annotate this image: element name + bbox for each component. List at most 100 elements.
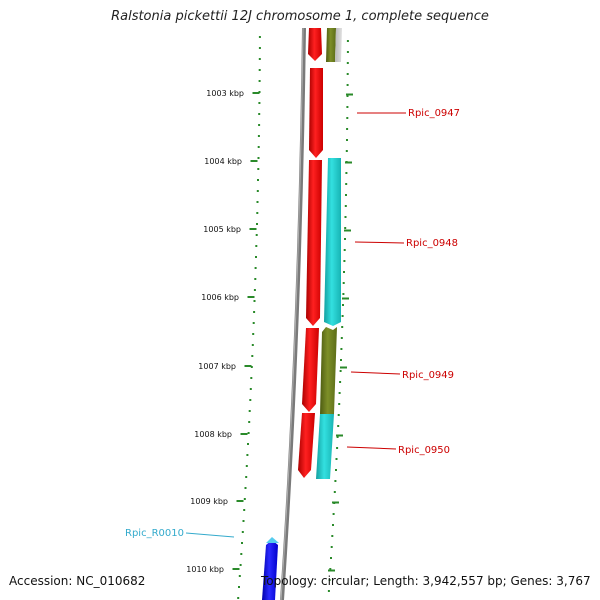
- gc-dot-left: [257, 146, 260, 148]
- gc-dot-left: [241, 531, 244, 533]
- gene-callout-line: [354, 241, 405, 244]
- gc-dot-right: [345, 150, 348, 152]
- gc-dot-right: [344, 205, 347, 207]
- gc-dot-right: [339, 370, 342, 372]
- gc-dot-right: [346, 117, 349, 119]
- gc-dot-left: [253, 300, 256, 302]
- tick-mark-left: [249, 228, 257, 230]
- gc-dot-left: [258, 36, 261, 38]
- gc-dot-left: [238, 586, 240, 588]
- gc-dot-left: [253, 289, 256, 291]
- gene-feature-red-lower: [302, 328, 319, 412]
- gc-dot-left: [252, 333, 255, 335]
- rna-feature-cap: [266, 537, 279, 543]
- tick-mark-right: [344, 229, 351, 232]
- gene-feature-rpic-0947: [309, 68, 323, 158]
- gc-dot-right: [344, 216, 347, 218]
- gc-dot-right: [332, 513, 335, 515]
- gene-label[interactable]: Rpic_0947: [408, 108, 460, 119]
- gc-dot-left: [249, 388, 252, 390]
- gc-dot-right: [338, 392, 341, 394]
- tick-mark-right: [332, 501, 339, 504]
- kbp-tick-label: 1004 kbp: [204, 157, 242, 166]
- gc-dot-left: [240, 553, 243, 555]
- gc-dot-right: [330, 557, 332, 559]
- gc-dot-right: [330, 546, 333, 548]
- rna-feature-rpic-r0010: [262, 540, 278, 600]
- gc-dot-right: [343, 249, 346, 251]
- gene-label[interactable]: Rpic_R0010: [125, 528, 184, 539]
- gc-dot-right: [331, 535, 334, 537]
- gc-dot-left: [254, 267, 257, 269]
- kbp-tick-label: 1008 kbp: [194, 430, 232, 439]
- gc-dot-right: [335, 469, 337, 471]
- gc-dot-left: [238, 575, 241, 577]
- tick-mark-left: [240, 433, 248, 435]
- gc-dot-right: [340, 359, 342, 361]
- gc-dot-right: [346, 62, 349, 64]
- gc-dot-left: [239, 564, 242, 566]
- gc-dot-right: [344, 227, 347, 229]
- gc-dot-right: [345, 183, 348, 185]
- gc-dot-left: [258, 113, 261, 115]
- gene-feature-red-mid: [306, 160, 322, 326]
- gc-dot-right: [341, 326, 344, 328]
- tick-mark-right: [328, 569, 335, 572]
- gene-feature-rpic-0949: [320, 327, 337, 414]
- gc-dot-right: [342, 282, 345, 284]
- gc-dot-right: [334, 480, 337, 482]
- gc-dot-left: [255, 256, 257, 258]
- gc-dot-right: [342, 293, 345, 295]
- position-ticks: 1003 kbp 1004 kbp 1005 kbp 1006 kbp 1007 kbp…: [186, 89, 353, 574]
- gc-dot-left: [245, 476, 248, 478]
- gc-dot-left: [257, 135, 260, 137]
- gc-dot-left: [248, 410, 251, 412]
- gene-feature-red-bottom: [298, 413, 315, 478]
- gc-dot-left: [241, 542, 243, 544]
- gc-dot-right: [336, 436, 339, 438]
- gc-dot-left: [258, 102, 261, 104]
- gc-dot-right: [345, 172, 348, 174]
- gc-dot-right: [333, 491, 336, 493]
- gc-dot-left: [249, 399, 252, 401]
- gc-dot-left: [257, 157, 260, 159]
- gc-dot-right: [346, 139, 348, 141]
- gc-dot-left: [247, 432, 250, 434]
- gc-dot-left: [244, 487, 247, 489]
- gc-dot-left: [237, 597, 240, 599]
- gc-dot-right: [329, 568, 332, 570]
- gene-callout-line: [185, 532, 235, 538]
- gc-dot-left: [242, 520, 245, 522]
- gc-dot-right: [340, 348, 343, 350]
- gene-label[interactable]: Rpic_0949: [402, 370, 454, 381]
- gc-dot-left: [256, 223, 258, 225]
- kbp-tick-label: 1005 kbp: [203, 225, 241, 234]
- gc-dot-right: [346, 95, 349, 97]
- gc-dot-right: [346, 51, 349, 53]
- gc-dot-right: [340, 337, 343, 339]
- gc-dot-right: [343, 271, 345, 273]
- kbp-tick-label: 1007 kbp: [198, 362, 236, 371]
- gene-feature-grey-top: [335, 28, 342, 62]
- map-title: Ralstonia pickettii 12J chromosome 1, co…: [111, 9, 489, 24]
- gene-callouts: Rpic_0947 Rpic_0948 Rpic_0949 Rpic_0950 Rpic…: [125, 108, 460, 539]
- gc-dot-left: [243, 509, 246, 511]
- gc-dot-right: [344, 238, 346, 240]
- gc-dot-right: [346, 84, 349, 86]
- gene-feature-red-top: [308, 28, 322, 61]
- kbp-tick-label: 1003 kbp: [206, 89, 244, 98]
- gc-dot-right: [339, 381, 342, 383]
- chromosome-backbone: [280, 27, 306, 600]
- gene-feature-rpic-0950: [316, 414, 334, 479]
- tick-mark-left: [232, 568, 240, 570]
- gene-label[interactable]: Rpic_0948: [406, 238, 458, 249]
- tick-mark-right: [340, 366, 347, 369]
- gc-dot-right: [338, 403, 341, 405]
- gc-dot-left: [245, 465, 248, 467]
- gene-label[interactable]: Rpic_0950: [398, 445, 450, 456]
- gc-dot-left: [258, 47, 261, 49]
- gc-dot-left: [251, 344, 254, 346]
- tick-mark-right: [342, 297, 349, 300]
- accession-label: Accession: NC_010682: [9, 574, 146, 588]
- gc-dot-left: [256, 212, 259, 214]
